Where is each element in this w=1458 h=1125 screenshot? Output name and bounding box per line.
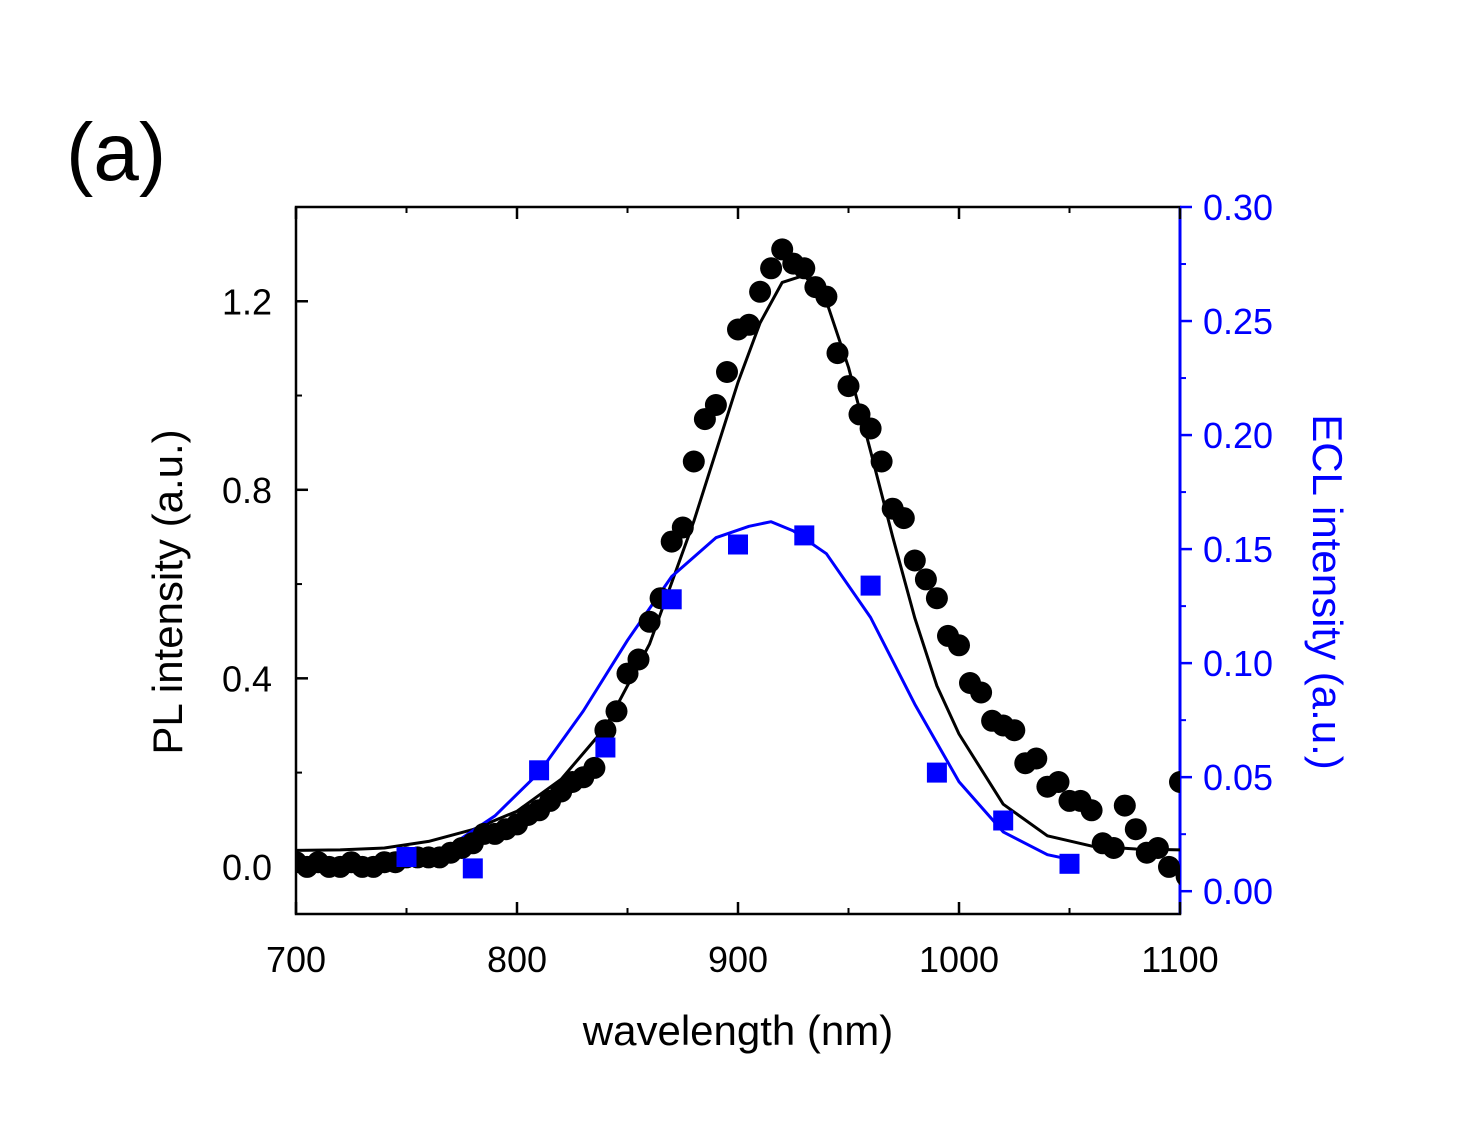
right-axis-label: ECL intensity (a.u.) [1304,414,1351,770]
pl-data-point [627,648,650,671]
pl-data-point [1146,837,1169,859]
ecl-data-point [860,575,881,596]
ecl-data-point [794,525,815,546]
right-tick-label: 0.10 [1203,643,1273,684]
plot-area [296,238,1180,886]
pl-data-point [583,756,606,779]
pl-data-point [638,610,661,633]
pl-data-point [749,280,772,303]
right-tick-label: 0.25 [1203,301,1273,342]
ecl-data-point [529,760,550,781]
ecl-data-point [462,858,483,879]
pl-data-point [859,417,882,440]
pl-data-point [1102,837,1125,859]
ecl-data-point [396,847,417,867]
pl-data-point [793,257,816,280]
pl-data-point [716,361,738,383]
left-tick-label: 0.8 [222,470,272,511]
x-tick-label: 700 [266,939,326,980]
left-axis-label: PL intensity (a.u.) [144,429,191,754]
pl-data-point [1169,771,1180,793]
pl-data-point [1113,794,1136,817]
pl-data-point [1158,855,1180,878]
pl-data-point [1080,799,1103,822]
panel-label: (a) [66,107,166,198]
pl-data-point [870,450,893,473]
right-tick-label: 0.20 [1203,415,1273,456]
x-axis-label: wavelength (nm) [582,1007,893,1054]
ecl-data-point [728,534,748,555]
ecl-data-point [595,737,616,758]
ecl-data-point [993,810,1014,831]
pl-data-point [1175,867,1180,886]
ecl-data-point [1059,853,1080,874]
pl-data-point [605,700,628,723]
right-tick-label: 0.00 [1203,871,1273,912]
pl-data-point [671,516,694,539]
pl-data-point [948,634,970,657]
plot-frame [294,205,1182,916]
right-tick-label: 0.05 [1203,757,1273,798]
x-tick-label: 900 [708,939,768,980]
left-axis-ticks: 0.0 0.4 0.8 1.2 [222,206,308,888]
left-tick-label: 0.4 [222,658,272,699]
pl-data-point [594,719,617,742]
x-axis-ticks: 700 800 900 1000 1100 [266,207,1219,980]
pl-data-point [903,549,926,572]
pl-fit-line [296,273,1180,852]
pl-data-point [1124,818,1147,841]
x-tick-label: 1100 [1141,939,1218,980]
series-group [296,238,1180,886]
pl-data-point [837,375,860,398]
pl-data-point [682,450,705,473]
pl-data-point [1003,719,1026,742]
ecl-data-point [661,589,682,610]
x-tick-label: 1000 [919,939,999,980]
x-tick-label: 800 [487,939,547,980]
pl-data-point [1047,771,1070,793]
pl-data-point [1025,747,1048,770]
pl-data-point [760,257,783,280]
pl-data-point [925,587,948,610]
pl-data-point [826,342,849,365]
right-tick-label: 0.15 [1203,529,1273,570]
pl-data-point [815,285,838,308]
left-tick-label: 1.2 [222,281,272,322]
pl-data-point [704,394,727,416]
right-tick-label: 0.30 [1203,187,1273,228]
pl-data-point [738,313,760,336]
pl-data-point [914,568,937,591]
ecl-data-point [926,762,947,783]
pl-data-point [970,681,993,704]
left-tick-label: 0.0 [222,847,272,888]
right-axis-ticks: 0.00 0.05 0.10 0.15 0.20 0.25 0.30 [1180,187,1273,912]
pl-data-point [892,507,915,530]
